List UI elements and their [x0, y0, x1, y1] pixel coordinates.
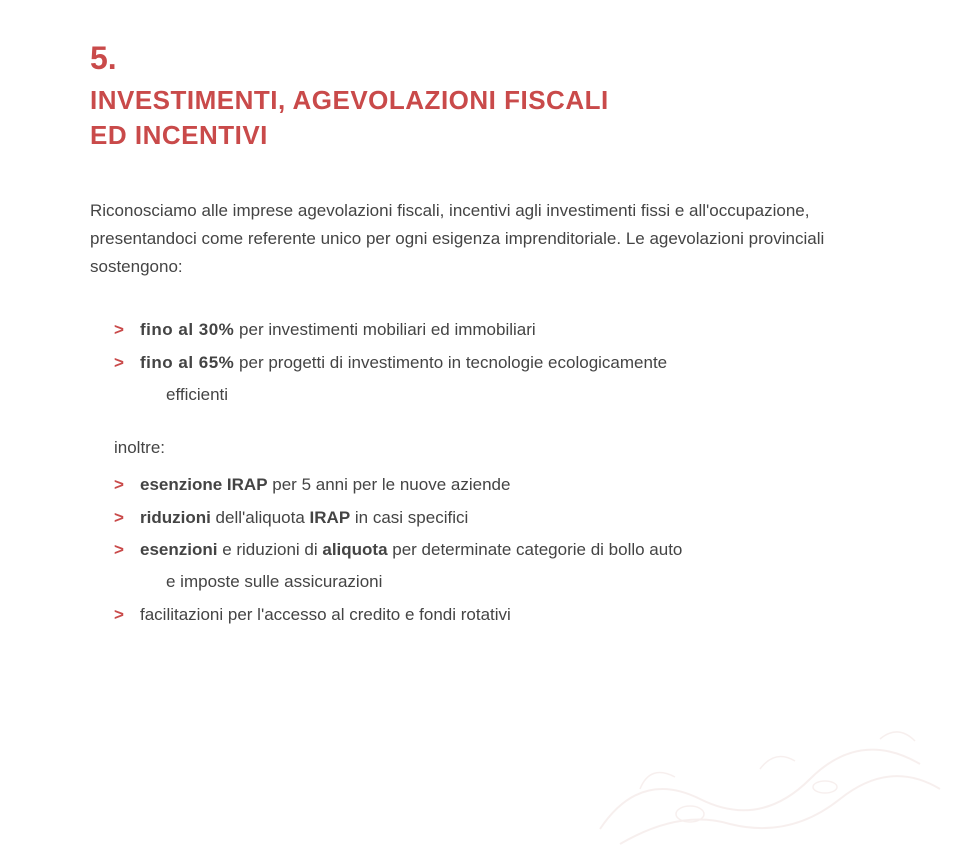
list-item-body: esenzioni e riduzioni di aliquota per de…: [140, 537, 870, 563]
list-item-body: fino al 30% per investimenti mobiliari e…: [140, 317, 870, 343]
list-item-body: riduzioni dell'aliquota IRAP in casi spe…: [140, 505, 870, 531]
list-item: > facilitazioni per l'accesso al credito…: [114, 602, 870, 628]
emphasis: esenzioni: [140, 540, 217, 559]
list-item-body: facilitazioni per l'accesso al credito e…: [140, 602, 870, 628]
text: per determinate categorie di bollo auto: [388, 540, 683, 559]
text: e riduzioni di: [217, 540, 322, 559]
list-item: > esenzioni e riduzioni di aliquota per …: [114, 537, 870, 563]
emphasis: aliquota: [322, 540, 387, 559]
emphasis: riduzioni: [140, 508, 211, 527]
list-item: > fino al 65% per progetti di investimen…: [114, 350, 870, 376]
bullet-icon: >: [114, 505, 130, 531]
bullet-icon: >: [114, 350, 130, 376]
emphasis: fino al 30%: [140, 320, 234, 339]
bullet-spacer: [114, 569, 130, 595]
list-item: > fino al 30% per investimenti mobiliari…: [114, 317, 870, 343]
list-item: > riduzioni dell'aliquota IRAP in casi s…: [114, 505, 870, 531]
text: per investimenti mobiliari ed immobiliar…: [234, 320, 535, 339]
intro-paragraph: Riconosciamo alle imprese agevolazioni f…: [90, 197, 870, 281]
list-item-continuation: efficienti: [114, 382, 870, 408]
list-item-body: fino al 65% per progetti di investimento…: [140, 350, 870, 376]
emphasis: fino al 65%: [140, 353, 234, 372]
text: e imposte sulle assicurazioni: [166, 569, 870, 595]
text: per progetti di investimento in tecnolog…: [234, 353, 667, 372]
text: per 5 anni per le nuove aziende: [268, 475, 511, 494]
emphasis: esenzione IRAP: [140, 475, 268, 494]
list-item-body: esenzione IRAP per 5 anni per le nuove a…: [140, 472, 870, 498]
bullet-icon: >: [114, 602, 130, 628]
list-item-continuation: e imposte sulle assicurazioni: [114, 569, 870, 595]
benefits-list-2: > esenzione IRAP per 5 anni per le nuove…: [114, 472, 870, 628]
heading-line-2: ED INCENTIVI: [90, 120, 268, 150]
text: efficienti: [166, 382, 870, 408]
emphasis: IRAP: [310, 508, 351, 527]
text: facilitazioni per l'accesso al credito e…: [140, 605, 511, 624]
list-item: > esenzione IRAP per 5 anni per le nuove…: [114, 472, 870, 498]
page-heading: INVESTIMENTI, AGEVOLAZIONI FISCALI ED IN…: [90, 83, 870, 153]
section-number: 5.: [90, 40, 870, 77]
text: dell'aliquota: [211, 508, 310, 527]
bullet-icon: >: [114, 537, 130, 563]
decorative-watermark: [580, 669, 960, 859]
bullet-spacer: [114, 382, 130, 408]
benefits-list-1: > fino al 30% per investimenti mobiliari…: [114, 317, 870, 408]
inoltre-label: inoltre:: [114, 438, 870, 458]
bullet-icon: >: [114, 472, 130, 498]
heading-line-1: INVESTIMENTI, AGEVOLAZIONI FISCALI: [90, 85, 609, 115]
text: in casi specifici: [350, 508, 468, 527]
bullet-icon: >: [114, 317, 130, 343]
